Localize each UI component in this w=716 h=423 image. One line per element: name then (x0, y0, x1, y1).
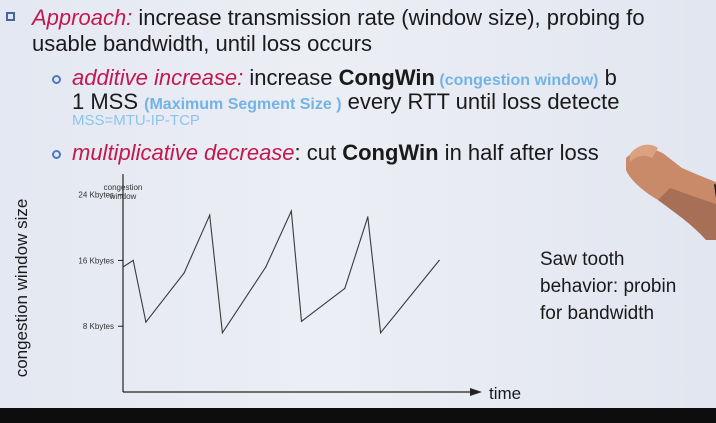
presenter-hand (626, 144, 716, 240)
x-axis-title: time (489, 384, 521, 403)
circle-bullet-icon (52, 150, 61, 159)
series-point (145, 321, 147, 323)
series-point (367, 216, 369, 218)
approach-text-1: increase transmission rate (window size)… (132, 5, 645, 30)
additive-line2-b: every RTT until loss detecte (341, 89, 620, 114)
sawtooth-series-line (122, 208, 440, 335)
series-point (209, 214, 211, 216)
approach-line-2: usable bandwidth, until loss occurs (32, 31, 372, 56)
additive-line2-a: 1 MSS (72, 89, 145, 114)
y-tick-label: 24 Kbytes (78, 191, 114, 200)
circle-bullet-icon (52, 75, 61, 84)
chart-title-line: window (109, 192, 137, 201)
lecture-slide: Approach: increase transmission rate (wi… (0, 0, 716, 408)
video-bottom-bar (0, 408, 716, 423)
mss-formula: MSS=MTU-IP-TCP (72, 112, 200, 129)
mss-paren-note: (Maximum Segment Size ) (144, 96, 342, 113)
series-point (132, 259, 134, 261)
square-bullet-icon (6, 12, 15, 21)
y-tick-label: 8 Kbytes (83, 322, 114, 331)
congwin-term: CongWin (338, 65, 435, 90)
additive-line-1: additive increase: increase CongWin (con… (72, 66, 617, 93)
series-point (183, 272, 185, 274)
series-point (122, 266, 124, 268)
y-tick-label: 16 Kbytes (78, 256, 114, 265)
multiplicative-label: multiplicative decrease (72, 140, 295, 165)
sawtooth-note: Saw tooth behavior: probin for bandwidth (540, 246, 676, 327)
series-point (265, 266, 267, 268)
additive-text-a: increase (243, 65, 339, 90)
additive-tail: b (598, 65, 617, 90)
additive-line-2: 1 MSS (Maximum Segment Size ) every RTT … (72, 90, 620, 117)
x-axis-arrow (470, 388, 482, 396)
saw-note-line-1: Saw tooth (540, 249, 625, 270)
approach-line-1: Approach: increase transmission rate (wi… (32, 6, 645, 30)
multiplicative-line: multiplicative decrease: cut CongWin in … (72, 141, 599, 165)
chart-title-line: congestion (104, 183, 143, 192)
sawtooth-chart: 8 Kbytes 16 Kbytes 24 Kbytescongestionwind… (78, 174, 521, 403)
congwin-term: CongWin (342, 140, 439, 165)
multiplicative-text-a: : cut (294, 140, 343, 165)
series-point (221, 332, 223, 334)
series-point (290, 210, 292, 212)
multiplicative-text-b: in half after loss (438, 140, 599, 165)
series-point (300, 320, 303, 322)
saw-note-line-2: behavior: probin (540, 276, 677, 297)
congestion-window-note: (congestion window) (434, 72, 599, 89)
saw-note-line-3: for bandwidth (540, 303, 655, 324)
series-point (438, 259, 440, 261)
series-point (380, 332, 382, 334)
series-point (344, 287, 346, 289)
approach-label: Approach: (32, 5, 133, 30)
additive-label: additive increase: (72, 65, 244, 90)
